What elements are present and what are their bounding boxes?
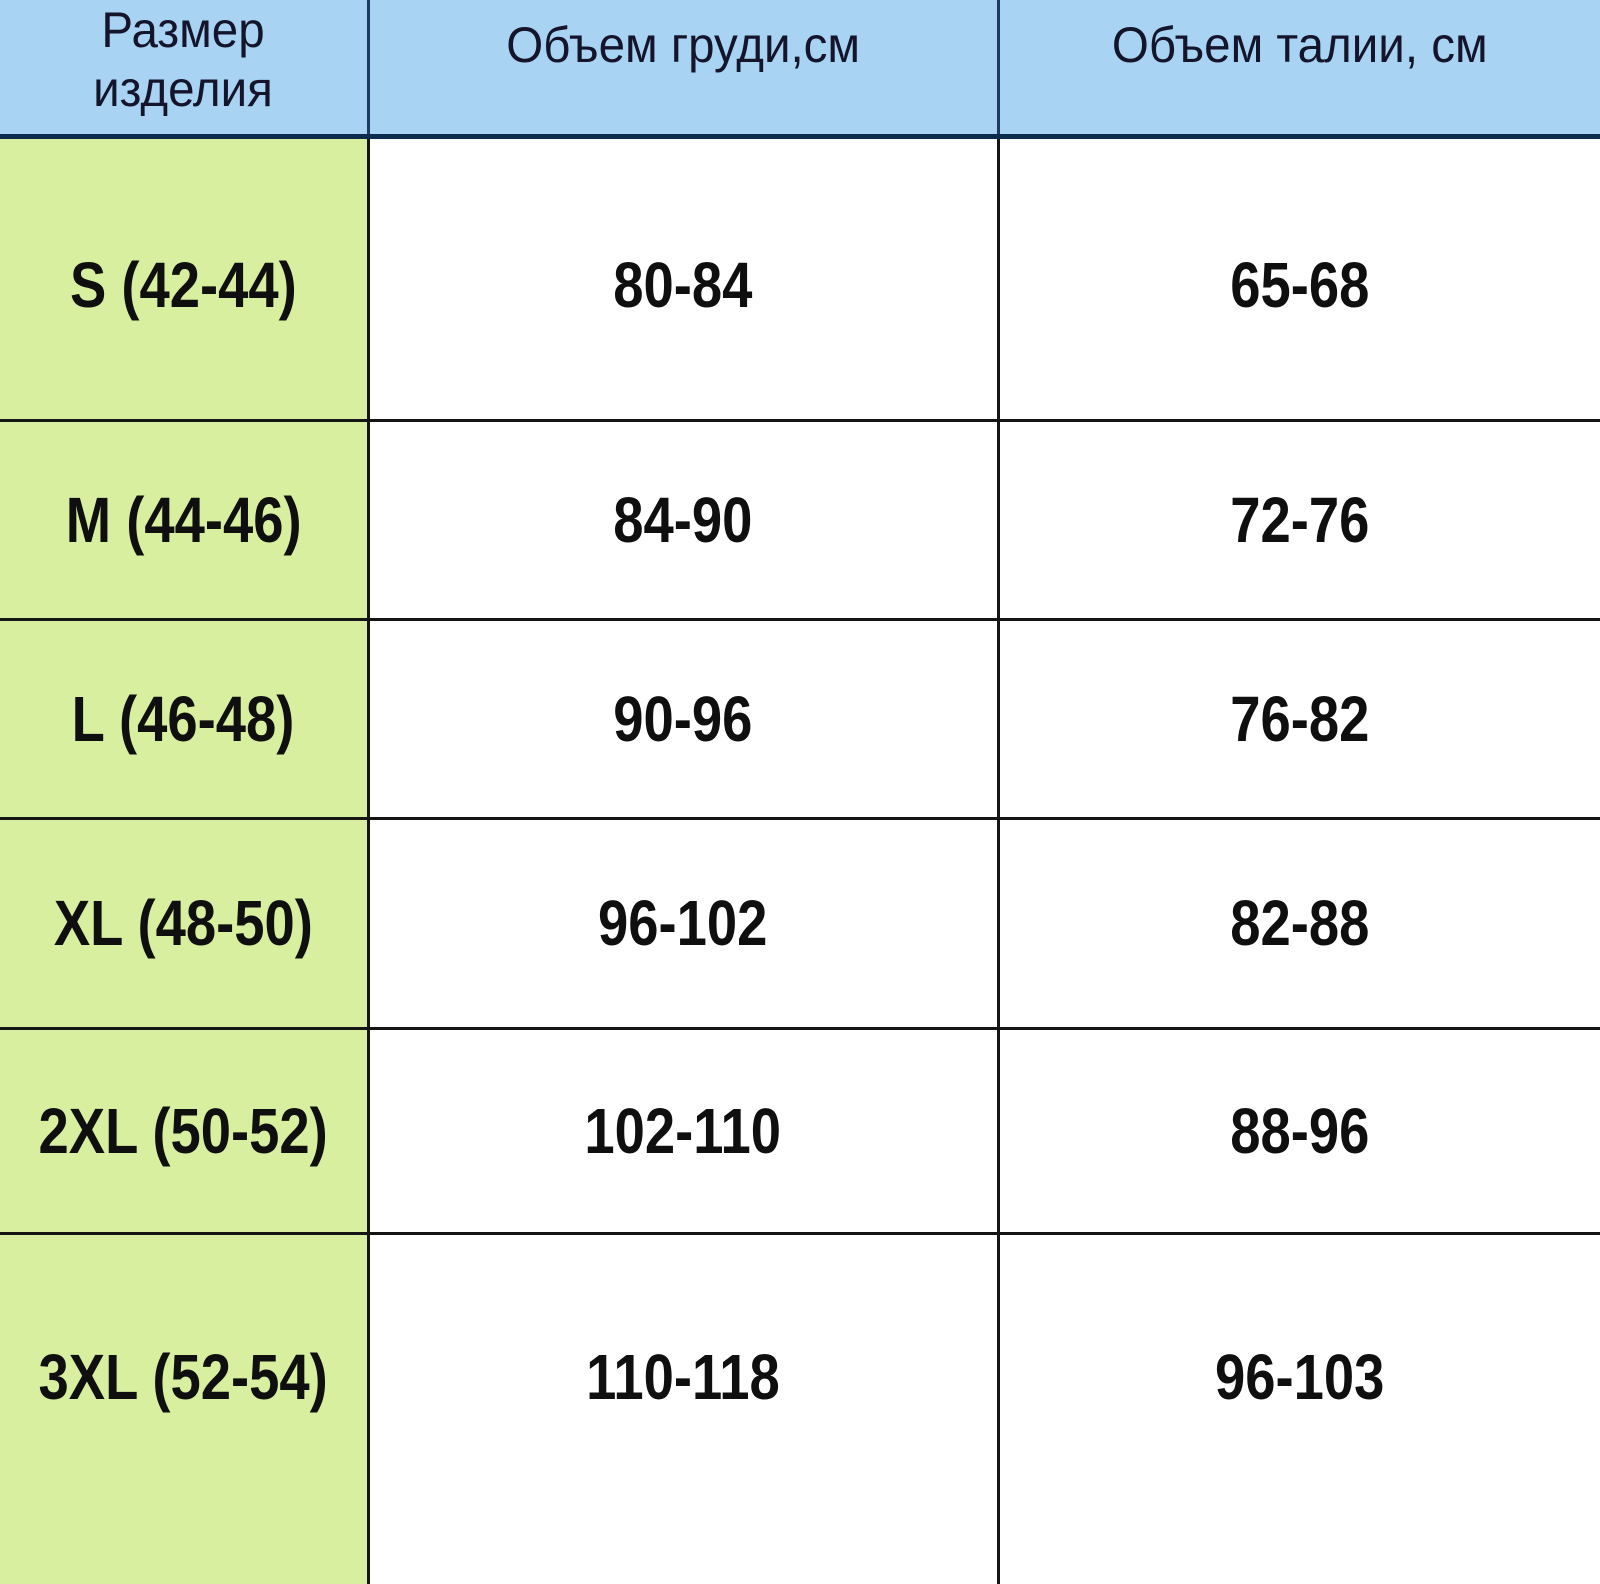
waist-cell: 65-68 bbox=[998, 136, 1600, 422]
size-cell: 3XL (52-54) bbox=[0, 1233, 370, 1584]
table-row: M (44-46) 84-90 72-76 bbox=[0, 420, 1600, 621]
chest-cell: 96-102 bbox=[368, 818, 1000, 1030]
header-chest-label: Объем груди,см bbox=[506, 17, 860, 74]
table-row: S (42-44) 80-84 65-68 bbox=[0, 136, 1600, 422]
waist-cell: 72-76 bbox=[998, 420, 1600, 621]
chest-cell: 110-118 bbox=[368, 1233, 1000, 1584]
table-row: L (46-48) 90-96 76-82 bbox=[0, 619, 1600, 820]
header-product-size: Размер изделия bbox=[0, 0, 370, 139]
header-row: Размер изделия Объем груди,см Объем тали… bbox=[0, 0, 1600, 139]
waist-cell: 76-82 bbox=[998, 619, 1600, 820]
waist-cell: 88-96 bbox=[998, 1028, 1600, 1235]
table-row: 3XL (52-54) 110-118 96-103 bbox=[0, 1233, 1600, 1584]
table-row: 2XL (50-52) 102-110 88-96 bbox=[0, 1028, 1600, 1235]
waist-cell: 96-103 bbox=[998, 1233, 1600, 1584]
chest-cell: 80-84 bbox=[368, 136, 1000, 422]
chest-cell: 102-110 bbox=[368, 1028, 1000, 1235]
header-waist-label: Объем талии, см bbox=[1111, 17, 1488, 74]
header-chest: Объем груди,см bbox=[368, 0, 1000, 139]
table-row: XL (48-50) 96-102 82-88 bbox=[0, 818, 1600, 1030]
size-cell: S (42-44) bbox=[0, 136, 370, 422]
size-cell: L (46-48) bbox=[0, 619, 370, 820]
size-cell: XL (48-50) bbox=[0, 818, 370, 1030]
header-product-size-label: Размер изделия bbox=[93, 1, 274, 117]
chest-cell: 84-90 bbox=[368, 420, 1000, 621]
size-cell: M (44-46) bbox=[0, 420, 370, 621]
header-waist: Объем талии, см bbox=[998, 0, 1600, 139]
chest-cell: 90-96 bbox=[368, 619, 1000, 820]
waist-cell: 82-88 bbox=[998, 818, 1600, 1030]
size-cell: 2XL (50-52) bbox=[0, 1028, 370, 1235]
